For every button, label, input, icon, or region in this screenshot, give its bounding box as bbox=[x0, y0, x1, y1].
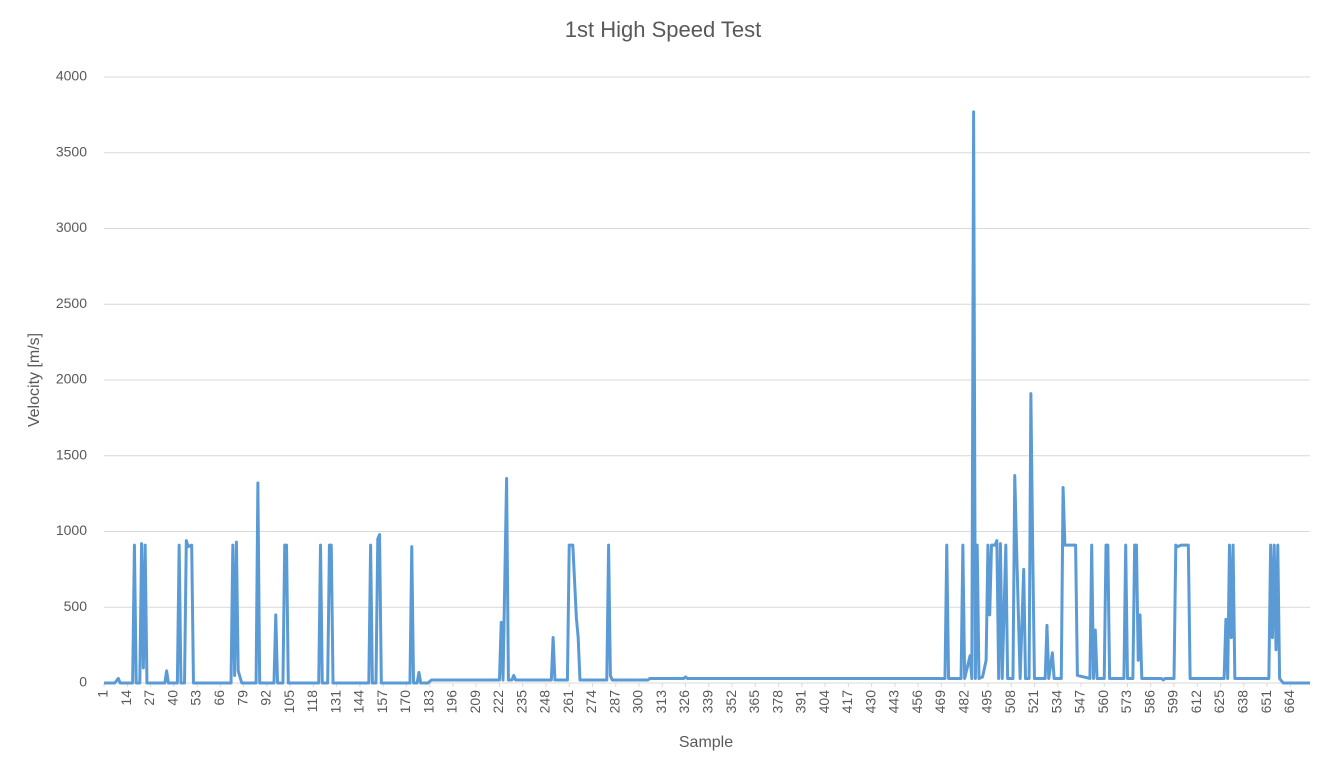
x-tick-label: 66 bbox=[211, 690, 227, 706]
x-tick-label: 339 bbox=[699, 690, 715, 714]
x-tick-label: 40 bbox=[164, 690, 180, 706]
y-tick-label: 0 bbox=[79, 674, 87, 690]
x-tick-label: 521 bbox=[1025, 690, 1041, 714]
x-tick-label: 625 bbox=[1211, 690, 1227, 714]
x-tick-label: 79 bbox=[234, 690, 250, 706]
x-tick-label: 508 bbox=[1002, 690, 1018, 714]
chart-title: 1st High Speed Test bbox=[565, 17, 762, 42]
x-tick-label: 547 bbox=[1072, 690, 1088, 714]
x-tick-label: 235 bbox=[513, 690, 529, 714]
x-tick-label: 638 bbox=[1234, 690, 1250, 714]
x-tick-label: 391 bbox=[793, 690, 809, 714]
x-tick-label: 157 bbox=[374, 690, 390, 714]
x-tick-label: 144 bbox=[351, 690, 367, 714]
x-tick-label: 482 bbox=[955, 690, 971, 714]
x-tick-label: 534 bbox=[1048, 690, 1064, 714]
x-tick-label: 248 bbox=[537, 690, 553, 714]
x-tick-label: 131 bbox=[327, 690, 343, 714]
x-tick-label: 183 bbox=[420, 690, 436, 714]
x-tick-label: 300 bbox=[630, 690, 646, 714]
x-tick-label: 14 bbox=[118, 690, 134, 706]
x-tick-label: 612 bbox=[1188, 690, 1204, 714]
x-tick-label: 469 bbox=[932, 690, 948, 714]
y-tick-label: 4000 bbox=[56, 68, 87, 84]
x-tick-label: 365 bbox=[746, 690, 762, 714]
x-tick-label: 105 bbox=[281, 690, 297, 714]
x-tick-label: 313 bbox=[653, 690, 669, 714]
x-tick-label: 664 bbox=[1281, 690, 1297, 714]
y-tick-label: 3500 bbox=[56, 143, 87, 159]
x-tick-label: 53 bbox=[188, 690, 204, 706]
x-tick-label: 378 bbox=[769, 690, 785, 714]
x-tick-label: 261 bbox=[560, 690, 576, 714]
x-tick-label: 573 bbox=[1118, 690, 1134, 714]
y-tick-label: 1500 bbox=[56, 446, 87, 462]
x-tick-label: 456 bbox=[909, 690, 925, 714]
x-tick-label: 417 bbox=[839, 690, 855, 714]
x-tick-label: 352 bbox=[723, 690, 739, 714]
data-line bbox=[104, 110, 1310, 685]
y-tick-label: 3000 bbox=[56, 219, 87, 235]
x-axis-label: Sample bbox=[679, 734, 733, 751]
x-tick-label: 326 bbox=[676, 690, 692, 714]
x-tick-label: 1 bbox=[95, 690, 111, 698]
x-tick-label: 196 bbox=[444, 690, 460, 714]
y-tick-label: 1000 bbox=[56, 522, 87, 538]
x-tick-label: 404 bbox=[816, 690, 832, 714]
x-tick-label: 651 bbox=[1258, 690, 1274, 714]
x-tick-label: 599 bbox=[1165, 690, 1181, 714]
y-tick-label: 500 bbox=[64, 598, 88, 614]
x-tick-label: 443 bbox=[886, 690, 902, 714]
x-tick-label: 27 bbox=[141, 690, 157, 706]
x-tick-label: 222 bbox=[490, 690, 506, 714]
y-axis-label: Velocity [m/s] bbox=[26, 333, 43, 427]
x-tick-label: 430 bbox=[862, 690, 878, 714]
x-tick-label: 586 bbox=[1141, 690, 1157, 714]
x-tick-label: 560 bbox=[1095, 690, 1111, 714]
x-tick-label: 495 bbox=[979, 690, 995, 714]
y-tick-label: 2000 bbox=[56, 371, 87, 387]
x-tick-label: 287 bbox=[606, 690, 622, 714]
x-tick-label: 170 bbox=[397, 690, 413, 714]
x-tick-label: 209 bbox=[467, 690, 483, 714]
x-tick-label: 118 bbox=[304, 690, 320, 713]
x-tick-label: 92 bbox=[258, 690, 274, 706]
y-tick-label: 2500 bbox=[56, 295, 87, 311]
x-tick-label: 274 bbox=[583, 690, 599, 714]
